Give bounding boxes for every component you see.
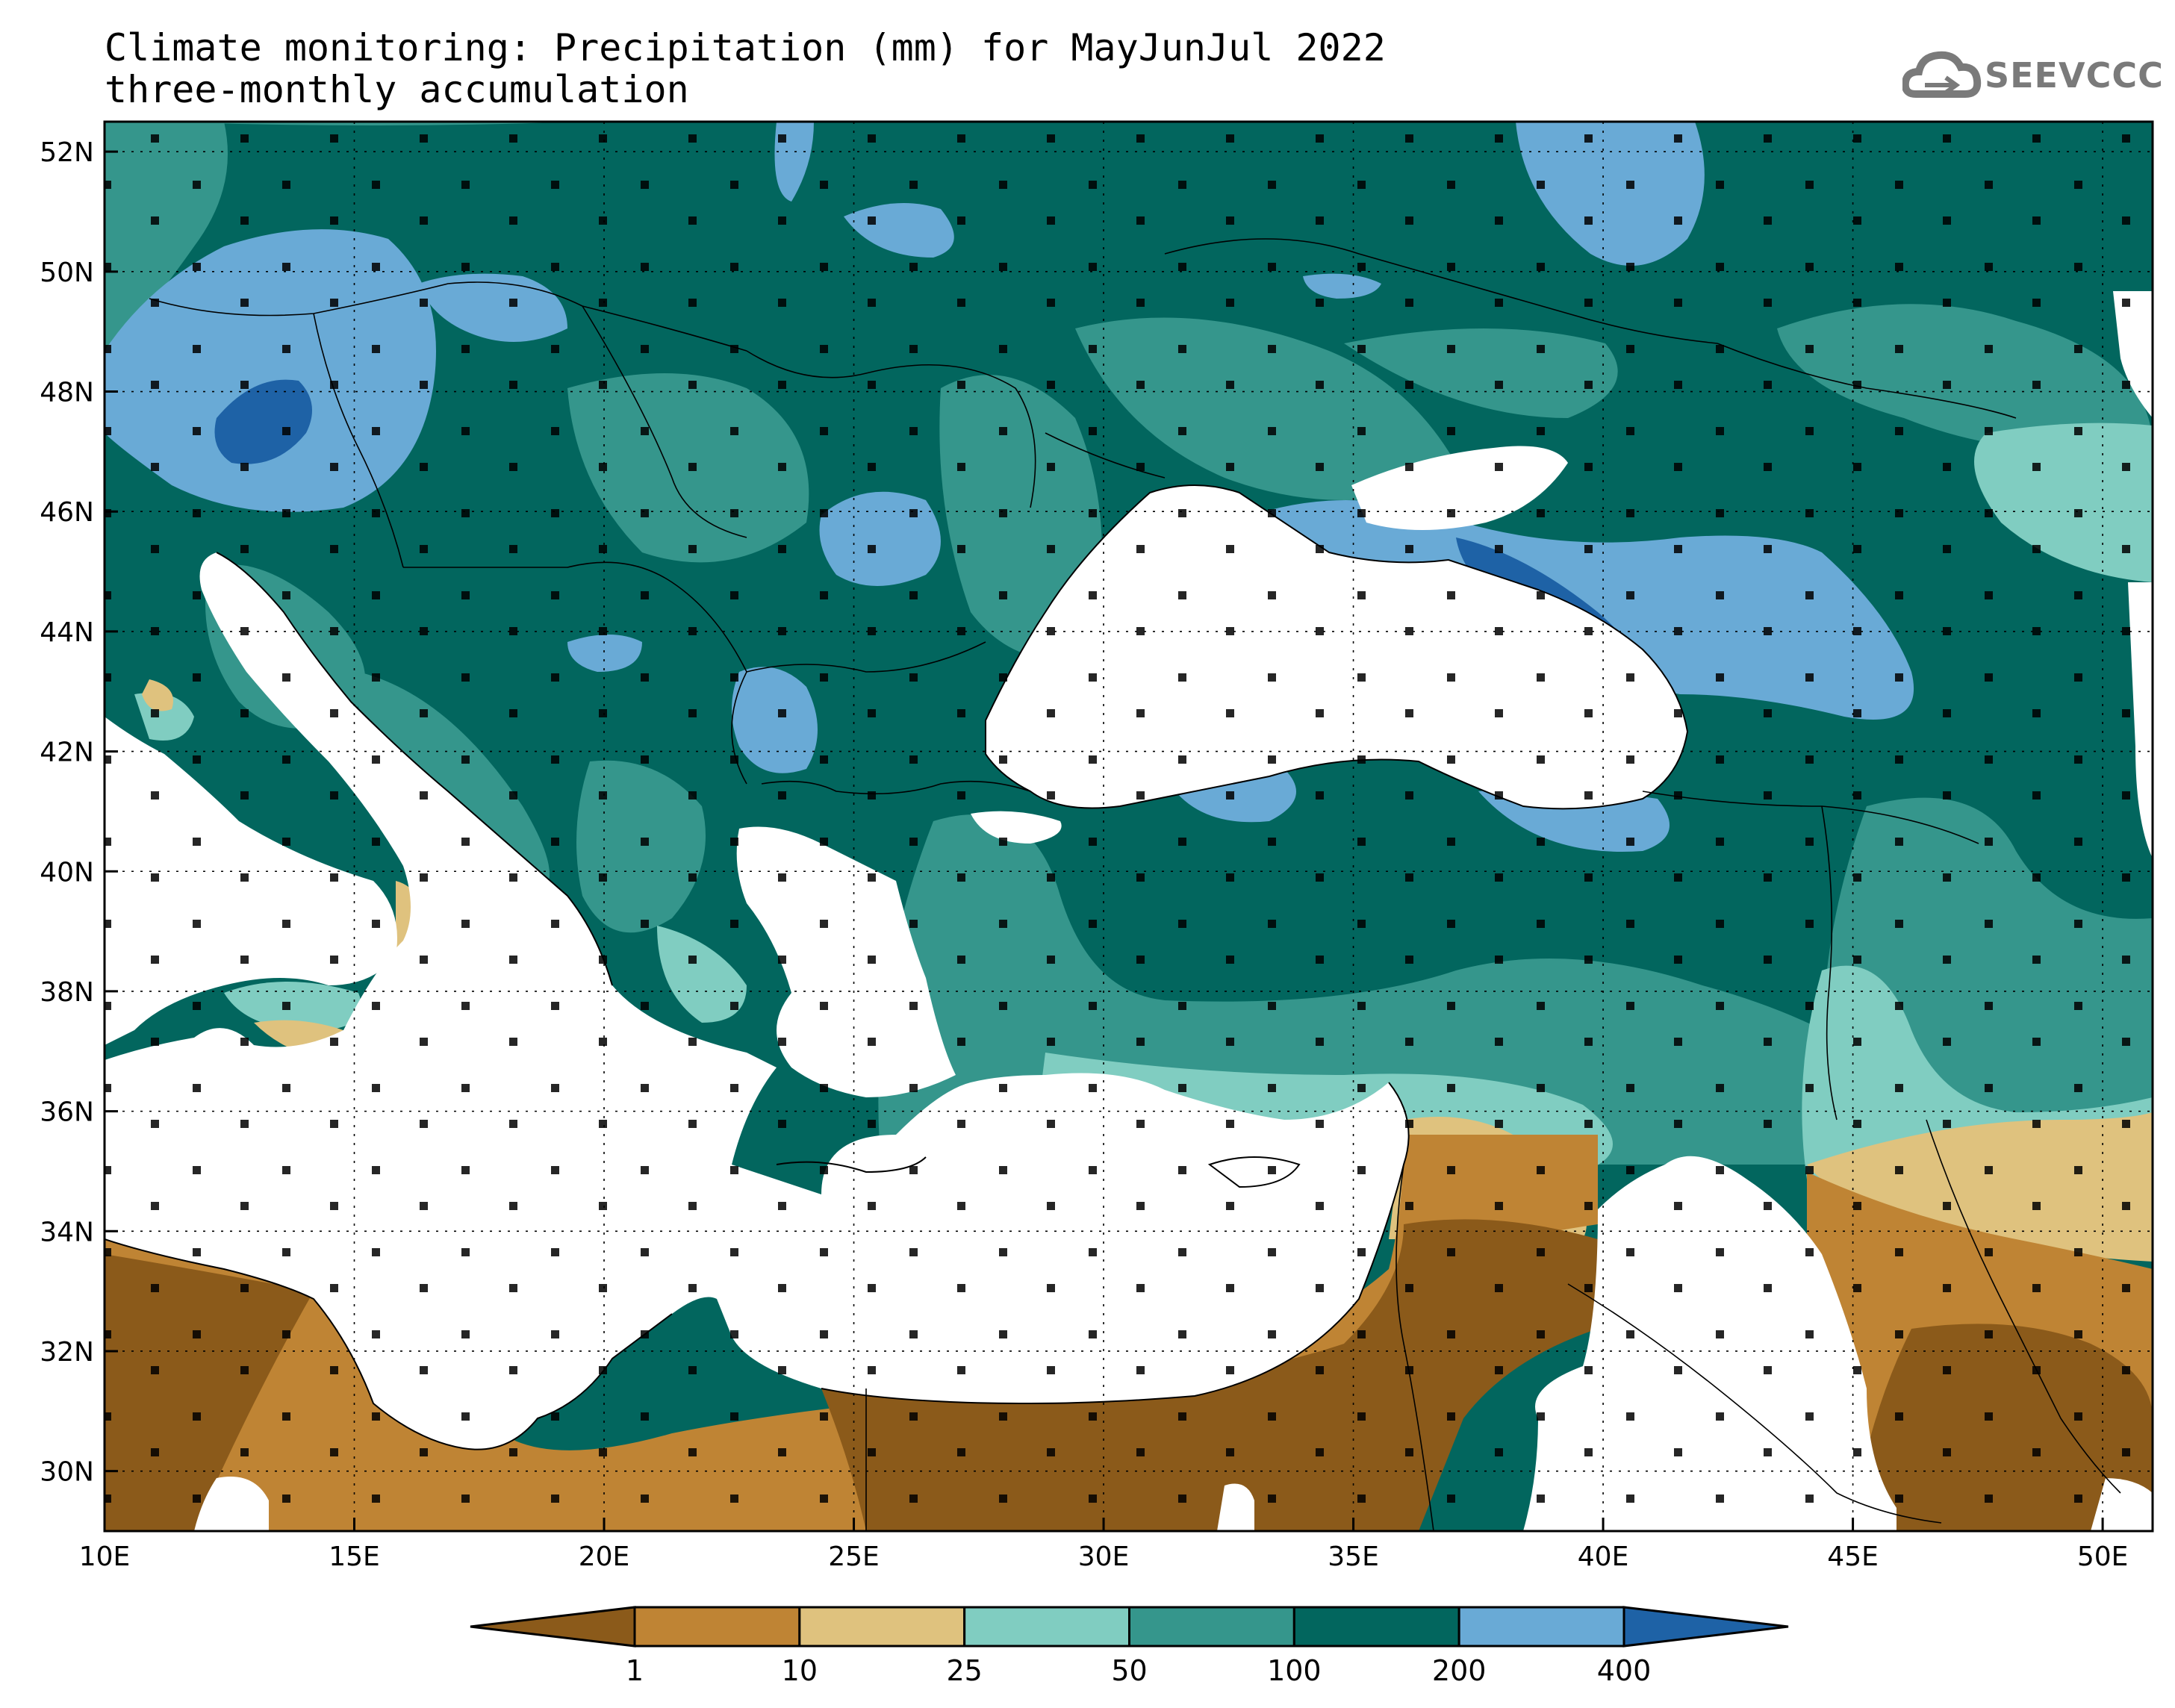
logo-text: SEEVCCC — [1985, 55, 2164, 96]
colorbar-label: 200 — [1432, 1654, 1487, 1687]
colorbar-segment — [1128, 1606, 1295, 1648]
longitude-labels: 10E 15E 20E 25E 30E 35E 40E 45E 50E — [79, 1542, 2129, 1572]
colorbar-segment — [1457, 1606, 1625, 1648]
lon-label: 10E — [79, 1542, 131, 1572]
map-title: Climate monitoring: Precipitation (mm) f… — [105, 26, 1386, 69]
map-subtitle: three-monthly accumulation — [105, 68, 689, 111]
country-borders — [149, 238, 2121, 1531]
station-markers — [105, 122, 2153, 1531]
colorbar: 1 10 25 50 100 200 400 — [470, 1606, 1789, 1687]
lon-label: 35E — [1328, 1542, 1379, 1572]
lat-label: 50N — [40, 258, 94, 288]
colorbar-label: 400 — [1597, 1654, 1652, 1687]
colorbar-segment — [633, 1606, 801, 1648]
lat-label: 30N — [40, 1457, 94, 1488]
lat-label: 48N — [40, 378, 94, 408]
lat-label: 40N — [40, 857, 94, 888]
lat-label: 42N — [40, 738, 94, 768]
lat-label: 38N — [40, 977, 94, 1008]
lat-label: 44N — [40, 617, 94, 648]
lat-label: 52N — [40, 137, 94, 168]
lon-label: 25E — [828, 1542, 880, 1572]
colorbar-under-triangle — [470, 1606, 636, 1648]
lon-label: 15E — [329, 1542, 380, 1572]
lon-label: 20E — [579, 1542, 630, 1572]
graticule — [103, 122, 2153, 1531]
precipitation-field — [105, 122, 2153, 1531]
lon-label: 50E — [2077, 1542, 2129, 1572]
lat-label: 46N — [40, 497, 94, 528]
lat-label: 36N — [40, 1097, 94, 1128]
latitude-labels: 52N 50N 48N 46N 44N 42N 40N 38N 36N 34N 32N 30N — [40, 137, 94, 1487]
colorbar-segment — [963, 1606, 1130, 1648]
cloud-icon — [1901, 51, 1982, 98]
colorbar-label: 25 — [946, 1654, 982, 1687]
map-frame — [103, 120, 2154, 1533]
colorbar-label: 50 — [1111, 1654, 1147, 1687]
colorbar-label: 10 — [782, 1654, 818, 1687]
colorbar-over-triangle — [1622, 1606, 1789, 1648]
lat-label: 32N — [40, 1337, 94, 1368]
colorbar-segment — [798, 1606, 966, 1648]
lon-label: 30E — [1078, 1542, 1130, 1572]
seevccc-logo: SEEVCCC — [1901, 42, 2163, 109]
lon-label: 45E — [1827, 1542, 1879, 1572]
colorbar-label: 100 — [1267, 1654, 1322, 1687]
colorbar-segment — [1292, 1606, 1460, 1648]
colorbar-label: 1 — [626, 1654, 644, 1687]
lat-label: 34N — [40, 1217, 94, 1247]
lon-label: 40E — [1578, 1542, 1629, 1572]
